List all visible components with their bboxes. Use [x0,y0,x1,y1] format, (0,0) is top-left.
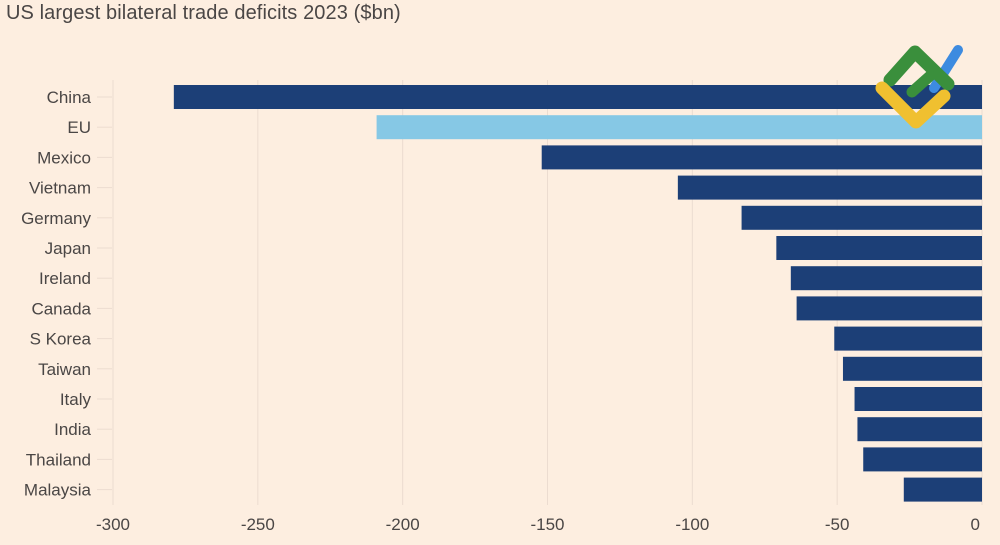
bar-germany [741,205,982,230]
y-tick-label: Vietnam [29,179,91,198]
y-tick-label: Malaysia [24,481,92,500]
y-tick-label: India [54,420,91,439]
y-tick-label: Taiwan [38,360,91,379]
bar-taiwan [842,356,982,381]
gridlines [97,80,983,505]
y-tick-label: Canada [31,299,91,318]
y-tick-label: Japan [45,239,91,258]
bar-italy [854,387,982,411]
y-tick-label: S Korea [30,330,92,349]
y-tick-label: Germany [21,209,91,228]
bar-thailand [863,447,982,472]
x-axis-labels: -300 -250 -200 -150 -100 -50 0 [96,515,980,534]
bar-canada [796,296,982,321]
logo-watermark-icon [875,45,963,129]
y-tick-label: EU [67,118,91,137]
x-tick-label: -150 [530,515,564,534]
y-tick-label: Mexico [37,148,91,167]
x-tick-label: -50 [825,515,850,534]
bar-malaysia [903,477,982,502]
x-tick-label: 0 [971,515,980,534]
bar-china [173,85,982,109]
bar-ireland [790,266,982,291]
y-tick-label: China [47,88,92,107]
x-tick-label: -250 [241,515,275,534]
x-tick-label: -300 [96,515,130,534]
bar-eu [376,115,982,140]
y-tick-label: Italy [60,390,92,409]
chart-title: US largest bilateral trade deficits 2023… [6,2,401,24]
bar-s-korea [834,326,982,351]
y-axis-labels: China EU Mexico Vietnam Germany Japan Ireland C… [21,88,91,500]
bar-india [857,417,982,442]
bar-japan [776,236,982,260]
x-tick-label: -200 [386,515,420,534]
y-tick-label: Ireland [39,269,91,288]
x-tick-label: -100 [675,515,709,534]
bar-vietnam [677,175,982,200]
bar-mexico [541,145,982,170]
y-tick-label: Thailand [26,450,91,469]
bars [173,85,982,502]
